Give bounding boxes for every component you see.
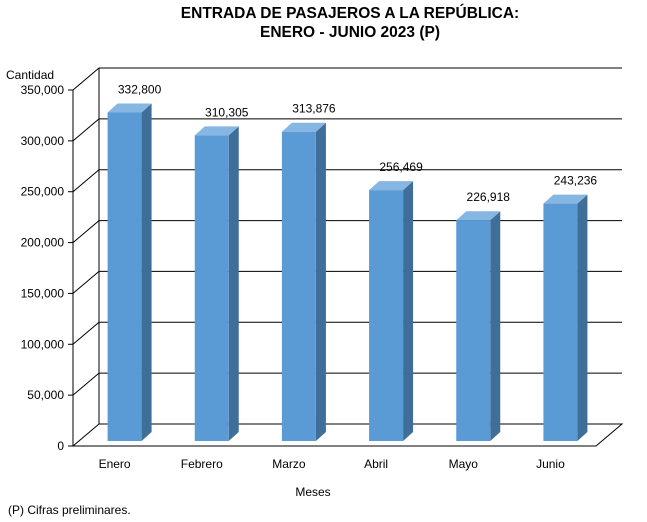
data-label: 313,876 [292, 102, 336, 116]
footnote: (P) Cifras preliminares. [8, 503, 131, 517]
bar [194, 135, 229, 441]
data-label: 310,305 [205, 105, 249, 119]
y-tick-label: 100,000 [21, 337, 65, 351]
x-tick-label: Febrero [181, 457, 223, 471]
chart-floor [71, 423, 624, 447]
bar [369, 190, 404, 441]
gridlines [72, 67, 622, 396]
bar-side [403, 181, 414, 441]
x-axis-label: Meses [295, 485, 330, 499]
data-labels: 332,800 310,305 313,876 256,469 226,918 243,2… [118, 82, 598, 204]
bar-top [194, 126, 239, 136]
bar-side [490, 211, 501, 441]
y-tick-label: 0 [57, 439, 64, 453]
bar [543, 203, 578, 441]
y-tick-label: 50,000 [27, 388, 64, 402]
bar-top [281, 122, 326, 132]
gridline-4 [72, 220, 622, 243]
x-tick-label: Mayo [449, 457, 479, 471]
x-tick-label: Marzo [272, 457, 306, 471]
bar [281, 131, 316, 441]
x-tick-label: Enero [99, 457, 131, 471]
gridline-1 [72, 372, 622, 396]
y-axis-label: Cantidad [6, 68, 54, 82]
y-tick-label: 250,000 [21, 185, 65, 199]
gridline-5 [72, 169, 622, 193]
y-tick-label: 200,000 [21, 236, 65, 250]
data-label: 226,918 [467, 190, 511, 204]
bars [107, 103, 588, 441]
gridline-3 [72, 270, 622, 294]
bar-top [107, 103, 152, 113]
gridline-6 [72, 118, 622, 142]
x-tick-label: Abril [364, 457, 388, 471]
tick-labels: 0 50,000 100,000 150,000 200,000 250,000 300,0… [21, 83, 565, 471]
data-label: 256,469 [379, 160, 423, 174]
axes [71, 68, 624, 447]
bar-side [228, 126, 239, 441]
data-label: 243,236 [554, 174, 598, 188]
x-tick-label: Junio [536, 457, 565, 471]
y-tick-label: 300,000 [21, 134, 65, 148]
chart-title: ENTRADA DE PASAJEROS A LA REPÚBLICA: [181, 4, 519, 22]
chart-subtitle: ENERO - JUNIO 2023 (P) [260, 24, 440, 41]
bar [456, 220, 491, 441]
bar-side [315, 122, 326, 441]
y-tick-label: 350,000 [21, 83, 65, 97]
bar-side [577, 194, 588, 441]
data-label: 332,800 [118, 82, 162, 96]
bar-top [543, 194, 588, 204]
y-tick-label: 150,000 [21, 286, 65, 300]
bar [107, 112, 142, 441]
bar-side [141, 103, 152, 441]
bar-top [456, 211, 501, 221]
bar-top [369, 181, 414, 191]
gridline-2 [72, 321, 622, 345]
